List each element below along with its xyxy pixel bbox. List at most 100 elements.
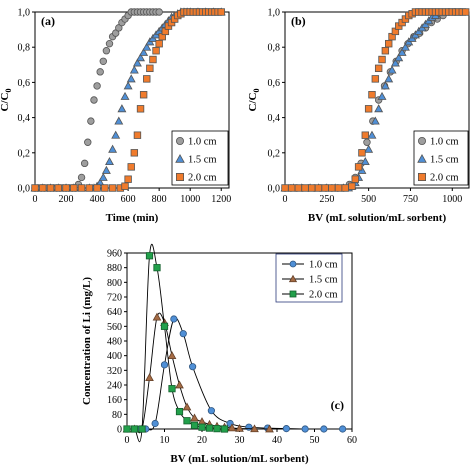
y-axis-label-subscript: 0 [4, 89, 13, 93]
x-tick-label: 0 [125, 435, 130, 446]
data-point [374, 104, 384, 113]
data-point [85, 184, 94, 192]
data-point [364, 105, 373, 113]
panel-1-chart: 0 250 500 750 1000 0,0 0,2 0,4 0,6 0,8 1,0 BV (mL s… [247, 8, 470, 224]
data-point [217, 8, 225, 16]
y-tick-label: 80 [112, 410, 122, 421]
data-point [265, 424, 274, 433]
data-point [99, 57, 107, 65]
data-point [371, 75, 380, 83]
legend-marker [417, 172, 426, 181]
y-tick-label: 640 [107, 307, 122, 318]
y-tick-label: 0,8 [268, 43, 281, 54]
data-point [124, 175, 132, 183]
data-point [160, 361, 169, 369]
series-square [123, 243, 229, 443]
data-point [368, 91, 376, 99]
legend-marker [175, 136, 184, 145]
data-point [96, 68, 104, 76]
y-tick-label: 1,0 [18, 8, 31, 19]
y-tick-label: 0,4 [18, 113, 31, 124]
data-point [138, 425, 146, 433]
data-point [123, 425, 131, 433]
data-point [155, 39, 163, 48]
data-point [167, 351, 177, 360]
series-circle [123, 315, 347, 433]
data-point [363, 138, 371, 146]
data-point [160, 322, 169, 330]
x-tick-label: 750 [403, 194, 418, 205]
x-tick-label: 50 [310, 435, 320, 446]
x-tick-label: 60 [347, 435, 357, 446]
data-point [213, 425, 221, 433]
x-axis-label: BV (mL solution/mL sorbent) [170, 453, 309, 465]
x-tick-label: 30 [235, 435, 245, 446]
data-point [143, 75, 151, 83]
legend-marker [417, 136, 426, 145]
legend-marker [289, 290, 297, 298]
data-point [155, 8, 163, 16]
data-point [175, 380, 184, 389]
data-point [168, 385, 176, 393]
data-point [117, 104, 127, 113]
data-point [348, 182, 356, 190]
legend-marker [289, 260, 297, 268]
data-point [400, 42, 410, 51]
x-tick-label: 10 [160, 435, 170, 446]
data-point [108, 184, 117, 192]
data-point [377, 91, 387, 100]
data-point [105, 156, 114, 166]
data-point [62, 184, 70, 192]
data-point [111, 130, 121, 139]
y-axis-label-subscript: 0 [252, 89, 261, 93]
data-point [301, 184, 309, 192]
y-tick-label: 800 [107, 278, 122, 289]
data-point [380, 81, 390, 90]
data-point [198, 423, 206, 431]
data-point [127, 163, 135, 171]
x-axis-label: BV (mL solution/mL sorbent) [308, 212, 447, 224]
data-point [93, 184, 101, 192]
panel-2-chart: 0 10 20 30 40 50 60 0 80 160 240 320 400 480 560 640 720… [81, 243, 357, 465]
data-point [328, 184, 336, 192]
data-point [142, 42, 152, 51]
data-point [358, 149, 366, 157]
data-point [145, 373, 154, 382]
data-point [54, 184, 62, 192]
data-point [77, 184, 86, 192]
series-square [281, 8, 470, 192]
y-tick-label: 560 [107, 322, 122, 333]
x-tick-label: 1000 [442, 194, 462, 205]
data-point [351, 175, 359, 183]
data-point [207, 407, 215, 415]
data-point [381, 47, 390, 55]
data-point [384, 74, 394, 83]
data-point [281, 184, 289, 192]
data-point [145, 252, 154, 260]
panel-0-chart: 0 200 400 600 800 1000 1200 0,0 0,2 0,4 0,6 0,8 1,0 T… [0, 7, 231, 224]
data-point [93, 82, 101, 90]
data-point [98, 172, 108, 181]
data-point [139, 47, 149, 56]
data-point [146, 64, 154, 73]
y-tick-label: 240 [107, 381, 122, 392]
data-point [105, 39, 114, 48]
data-point [220, 425, 229, 433]
data-point [387, 65, 397, 74]
legend-label: 1.0 cm [309, 260, 338, 271]
x-tick-label: 0 [283, 194, 288, 205]
y-tick-label: 400 [107, 351, 122, 362]
data-point [102, 47, 111, 55]
data-point [190, 421, 199, 429]
data-point [182, 402, 192, 411]
data-point [320, 425, 328, 433]
x-tick-label: 400 [90, 194, 105, 205]
data-point [354, 163, 363, 171]
data-point [136, 105, 145, 113]
y-tick-label: 0,6 [18, 78, 31, 89]
legend-label: 2.0 cm [188, 173, 217, 184]
data-point [139, 91, 148, 99]
data-point [108, 144, 118, 153]
data-point [301, 425, 309, 433]
data-point [364, 144, 374, 153]
